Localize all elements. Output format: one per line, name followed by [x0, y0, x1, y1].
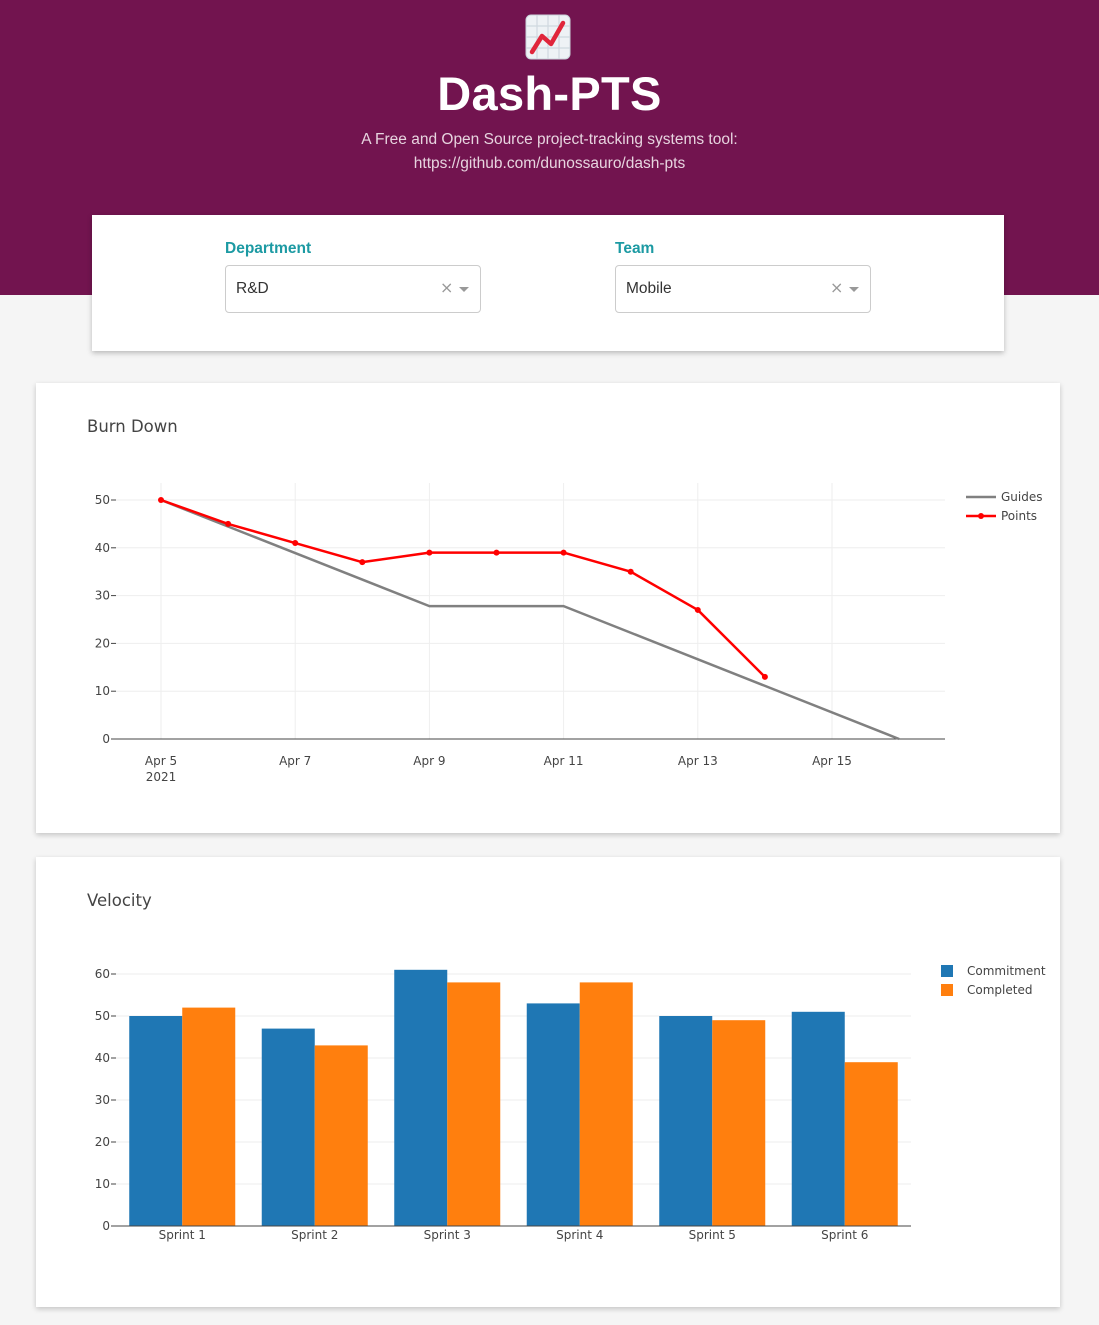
subtitle-description: A Free and Open Source project-tracking … — [361, 131, 738, 148]
data-point — [560, 549, 567, 556]
chevron-down-icon[interactable] — [459, 287, 469, 292]
legend-label: Commitment — [967, 964, 1046, 978]
y-tick-label: 0 — [102, 732, 110, 746]
bar-completed — [844, 1062, 898, 1226]
bar-completed — [314, 1045, 368, 1226]
bar-completed — [712, 1020, 766, 1226]
department-selected-value: R&D — [236, 280, 269, 297]
filter-panel: Department R&D × Team Mobile × — [92, 215, 1004, 351]
x-tick-label: Apr 13 — [678, 754, 718, 768]
data-point — [359, 559, 366, 566]
data-point — [493, 549, 500, 556]
bar-commitment — [659, 1016, 713, 1226]
y-tick-label: 50 — [95, 493, 110, 507]
team-label: Team — [615, 240, 655, 257]
x-tick-label: Apr 5 — [145, 754, 177, 768]
bar-commitment — [261, 1028, 315, 1226]
series-line-points — [160, 498, 766, 678]
velocity-title: Velocity — [87, 891, 152, 910]
data-point — [761, 673, 768, 680]
department-dropdown[interactable]: R&D × — [225, 265, 481, 313]
y-tick-label: 30 — [95, 1093, 110, 1107]
y-tick-label: 50 — [95, 1009, 110, 1023]
x-tick-label: Sprint 5 — [689, 1228, 736, 1242]
repository-link[interactable]: https://github.com/dunossauro/dash-pts — [413, 155, 686, 172]
y-tick-label: 0 — [102, 1219, 110, 1233]
x-tick-label: Apr 11 — [544, 754, 584, 768]
legend-label: Completed — [967, 983, 1032, 997]
team-dropdown[interactable]: Mobile × — [615, 265, 871, 313]
y-tick-label: 10 — [95, 684, 110, 698]
data-point — [627, 568, 634, 575]
bar-commitment — [129, 1016, 183, 1226]
legend-swatch — [941, 984, 953, 996]
x-tick-year-label: 2021 — [146, 770, 177, 784]
data-point — [694, 606, 701, 613]
y-tick-label: 10 — [95, 1177, 110, 1191]
y-tick-label: 40 — [95, 1051, 110, 1065]
legend-swatch — [941, 965, 953, 977]
bar-completed — [447, 982, 501, 1226]
x-tick-label: Sprint 2 — [291, 1228, 338, 1242]
data-point — [292, 540, 299, 547]
legend-label: Guides — [1001, 490, 1043, 504]
x-tick-label: Apr 9 — [413, 754, 445, 768]
app-title: Dash-PTS — [437, 67, 662, 120]
bar-commitment — [791, 1011, 845, 1226]
velocity-card: Velocity 0 10 20 30 40 50 60 Sprint 1 Sprint 2 Sp… — [36, 857, 1060, 1307]
burn-down-chart[interactable]: 0 10 20 30 40 50 Apr 5 Apr 7 Apr 9 Apr 11 Apr 13 Ap… — [36, 383, 1060, 833]
burn-down-card: Burn Down 0 10 20 30 40 50 Apr 5 Apr 7 Apr 9 Apr … — [36, 383, 1060, 833]
y-tick-label: 40 — [95, 541, 110, 555]
y-tick-label: 30 — [95, 589, 110, 603]
y-tick-label: 20 — [95, 1135, 110, 1149]
bar-commitment — [394, 969, 448, 1226]
burn-down-title: Burn Down — [87, 417, 178, 436]
x-tick-label: Sprint 1 — [159, 1228, 206, 1242]
clear-icon[interactable]: × — [440, 278, 454, 297]
legend-label: Points — [1001, 509, 1037, 523]
x-tick-label: Apr 15 — [812, 754, 852, 768]
team-selected-value: Mobile — [626, 280, 672, 297]
x-tick-label: Apr 7 — [279, 754, 311, 768]
series-line-guides — [160, 498, 900, 741]
department-label: Department — [225, 240, 312, 257]
chevron-down-icon[interactable] — [849, 287, 859, 292]
bar-commitment — [526, 1003, 580, 1226]
bar-completed — [182, 1007, 236, 1226]
clear-icon[interactable]: × — [830, 278, 844, 297]
app-subtitle: A Free and Open Source project-tracking … — [0, 128, 1099, 176]
chart-increasing-icon — [525, 14, 571, 60]
bar-completed — [579, 982, 633, 1226]
data-point — [158, 497, 164, 503]
x-tick-label: Sprint 6 — [821, 1228, 868, 1242]
y-tick-label: 60 — [95, 967, 110, 981]
x-tick-label: Sprint 4 — [556, 1228, 603, 1242]
legend-marker — [978, 513, 984, 519]
data-point — [426, 549, 433, 556]
data-point — [225, 520, 232, 527]
velocity-chart[interactable]: 0 10 20 30 40 50 60 Sprint 1 Sprint 2 Sprint 3 Spr… — [36, 857, 1060, 1307]
y-tick-label: 20 — [95, 636, 110, 650]
x-tick-label: Sprint 3 — [424, 1228, 471, 1242]
